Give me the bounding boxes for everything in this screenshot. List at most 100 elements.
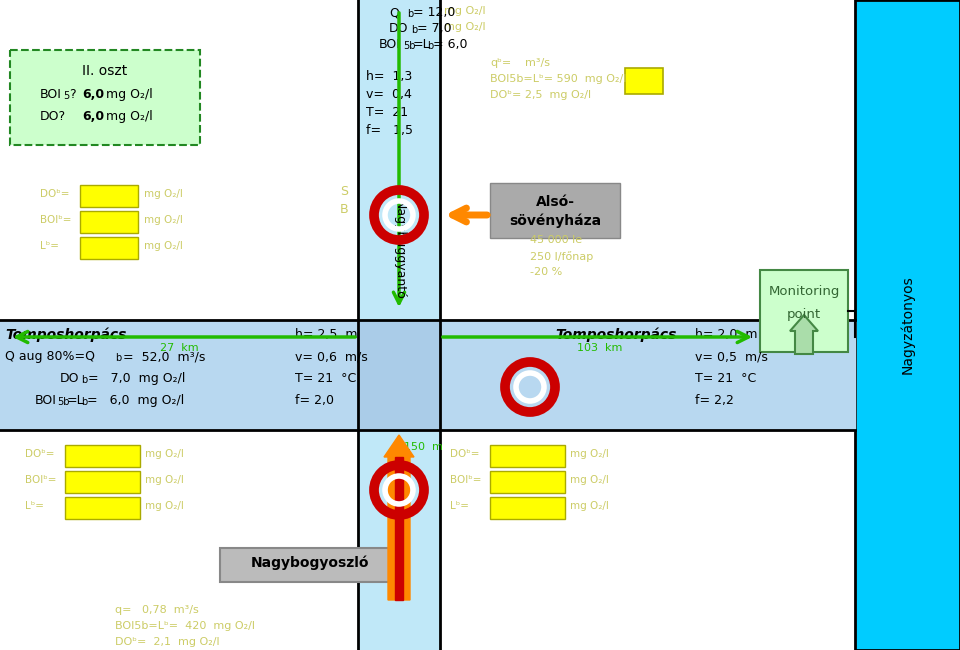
Text: mg O₂/l: mg O₂/l: [144, 189, 182, 199]
Bar: [855, 0, 960, 650]
Text: mg O₂/l: mg O₂/l: [444, 22, 486, 32]
Text: Lᵇ=: Lᵇ=: [25, 501, 44, 511]
Text: DOᵇ=: DOᵇ=: [25, 449, 55, 459]
Text: BOI: BOI: [35, 394, 57, 407]
Text: f=   1,5: f= 1,5: [366, 124, 413, 137]
FancyArrow shape: [384, 435, 414, 600]
Text: mg O₂/l: mg O₂/l: [145, 475, 184, 485]
Text: Nagybuggyantó: Nagybuggyantó: [393, 200, 405, 300]
Text: BOIᵇ=: BOIᵇ=: [25, 475, 57, 485]
Text: Alsó-: Alsó-: [536, 195, 574, 209]
Text: Q aug 80%=Q: Q aug 80%=Q: [5, 350, 95, 363]
Text: v= 0,6  m/s: v= 0,6 m/s: [295, 350, 368, 363]
Text: mg O₂/l: mg O₂/l: [106, 88, 153, 101]
Bar: [65, 445, 140, 467]
Text: Monitoring: Monitoring: [768, 285, 840, 298]
Text: b: b: [115, 353, 121, 363]
Text: =   7,0  mg O₂/l: = 7,0 mg O₂/l: [88, 372, 185, 385]
Text: mg O₂/l: mg O₂/l: [144, 241, 182, 251]
Text: DO: DO: [60, 372, 80, 385]
Text: h= 2,0  m: h= 2,0 m: [695, 328, 757, 341]
Text: -20 %: -20 %: [530, 267, 563, 277]
Text: DOᵇ= 2,5  mg O₂/l: DOᵇ= 2,5 mg O₂/l: [490, 90, 591, 100]
Text: DOᵇ=: DOᵇ=: [40, 189, 69, 199]
Text: Tomposhorpács: Tomposhorpács: [555, 328, 677, 343]
Text: S: S: [340, 185, 348, 198]
Text: BOIᵇ=: BOIᵇ=: [450, 475, 482, 485]
Text: h= 2,5  m: h= 2,5 m: [295, 328, 357, 341]
Bar: [65, 497, 140, 519]
Text: BOI: BOI: [379, 38, 401, 51]
Text: mg O₂/l: mg O₂/l: [444, 6, 486, 16]
Text: 103  km: 103 km: [577, 343, 623, 353]
Bar: [358, 320, 440, 430]
Text: 6,0: 6,0: [82, 88, 104, 101]
Bar: [358, 0, 440, 650]
Bar: [490, 445, 565, 467]
Text: q=   0,78  m³/s: q= 0,78 m³/s: [115, 605, 199, 615]
Text: b: b: [81, 397, 87, 407]
Text: II. oszt: II. oszt: [83, 64, 128, 78]
Text: 6,0: 6,0: [82, 110, 104, 123]
Text: ?: ?: [69, 88, 76, 101]
Text: T= 21  °C: T= 21 °C: [295, 372, 356, 385]
Text: DOᵇ=  2,1  mg O₂/l: DOᵇ= 2,1 mg O₂/l: [115, 637, 220, 647]
Bar: [760, 270, 848, 352]
Bar: [490, 183, 620, 238]
Text: = 7,0: = 7,0: [417, 22, 451, 35]
Text: mg O₂/l: mg O₂/l: [106, 110, 153, 123]
Text: 5: 5: [63, 91, 69, 101]
Text: Q: Q: [389, 6, 398, 19]
Text: DOᵇ=: DOᵇ=: [450, 449, 479, 459]
Text: BOI5b=Lᵇ= 590  mg O₂/l: BOI5b=Lᵇ= 590 mg O₂/l: [490, 74, 626, 84]
Bar: [0, 320, 855, 430]
Text: mg O₂/l: mg O₂/l: [145, 449, 184, 459]
Text: sövényháza: sövényháza: [509, 213, 601, 228]
Text: Nagyzátonyos: Nagyzátonyos: [900, 276, 915, 374]
Text: 27  km: 27 km: [159, 343, 199, 353]
Text: h=  1,3: h= 1,3: [366, 70, 412, 83]
Text: = 6,0: = 6,0: [433, 38, 468, 51]
Text: b: b: [81, 375, 87, 385]
Text: 250 l/főnap: 250 l/főnap: [530, 251, 593, 262]
Bar: [490, 471, 565, 493]
Text: 45 000 le: 45 000 le: [530, 235, 582, 245]
FancyArrow shape: [790, 315, 818, 354]
Text: qᵇ=: qᵇ=: [490, 58, 512, 68]
Bar: [80, 211, 138, 233]
Bar: [625, 68, 663, 94]
Text: T=  21: T= 21: [366, 106, 408, 119]
Text: Lᵇ=: Lᵇ=: [450, 501, 469, 511]
Text: 5b: 5b: [403, 41, 416, 51]
Text: BOI: BOI: [40, 88, 61, 101]
Text: =L: =L: [67, 394, 84, 407]
Text: mg O₂/l: mg O₂/l: [570, 475, 609, 485]
Bar: [80, 237, 138, 259]
Text: B: B: [340, 203, 348, 216]
Text: b: b: [427, 41, 433, 51]
Bar: [490, 497, 565, 519]
Text: mg O₂/l: mg O₂/l: [570, 449, 609, 459]
Text: mg O₂/l: mg O₂/l: [145, 501, 184, 511]
Text: Tomposhorpács: Tomposhorpács: [5, 328, 127, 343]
Bar: [10, 50, 200, 145]
Text: f= 2,0: f= 2,0: [295, 394, 334, 407]
Text: mg O₂/l: mg O₂/l: [144, 215, 182, 225]
Text: 5b: 5b: [57, 397, 69, 407]
Text: =L: =L: [413, 38, 431, 51]
Text: b: b: [407, 9, 413, 19]
FancyArrow shape: [395, 457, 403, 600]
Text: m³/s: m³/s: [525, 58, 550, 68]
Text: BOI5b=Lᵇ=  420  mg O₂/l: BOI5b=Lᵇ= 420 mg O₂/l: [115, 621, 255, 631]
Text: DO?: DO?: [40, 110, 66, 123]
Bar: [80, 185, 138, 207]
Text: Nagybogyoszló: Nagybogyoszló: [251, 555, 370, 569]
Text: =  52,0  m³/s: = 52,0 m³/s: [123, 350, 205, 363]
Text: point: point: [787, 308, 821, 321]
Bar: [65, 471, 140, 493]
Text: T= 21  °C: T= 21 °C: [695, 372, 756, 385]
Text: BOIᵇ=: BOIᵇ=: [40, 215, 71, 225]
Text: b: b: [411, 25, 418, 35]
Text: DO: DO: [389, 22, 409, 35]
Text: v=  0,4: v= 0,4: [366, 88, 412, 101]
